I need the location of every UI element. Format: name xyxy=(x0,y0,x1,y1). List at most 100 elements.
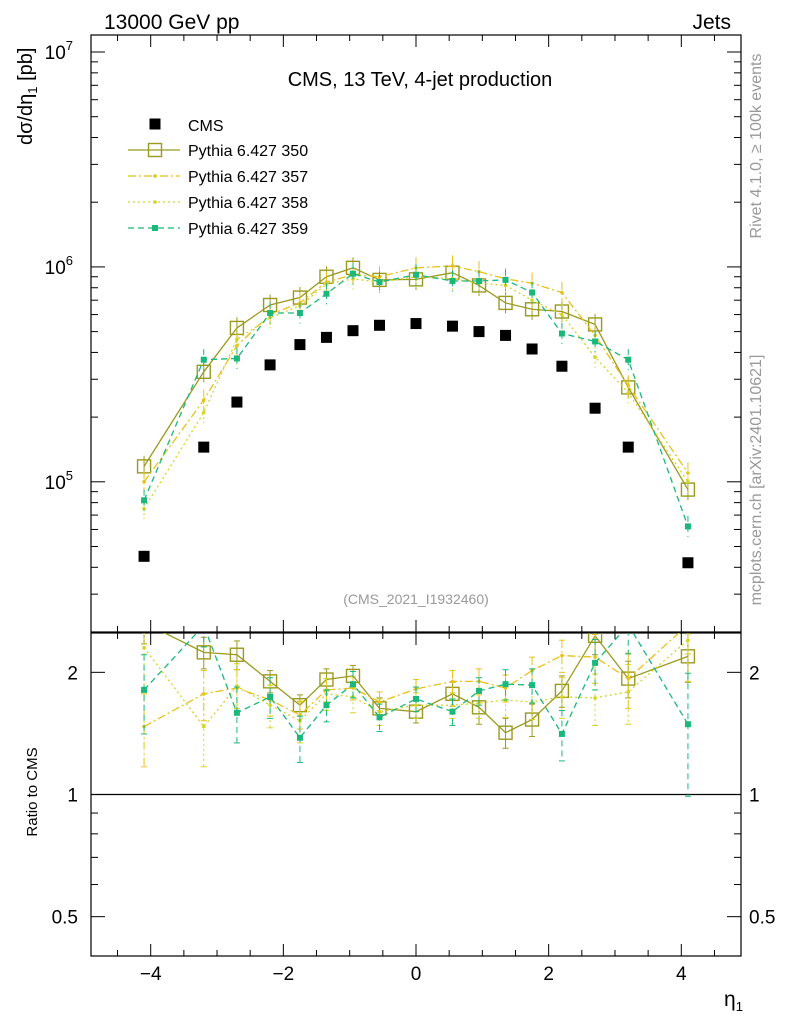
series-point xyxy=(560,290,564,295)
ratio-tick-label-right: 0.5 xyxy=(749,908,775,929)
x-tick-label: 0 xyxy=(411,964,422,985)
series-point xyxy=(686,479,690,484)
chart-title: CMS, 13 TeV, 4-jet production xyxy=(288,69,553,91)
ratio-point xyxy=(686,623,690,627)
series-point xyxy=(201,410,206,415)
legend-label-cms: CMS xyxy=(188,118,224,135)
analysis-tag: (CMS_2021_I1932460) xyxy=(343,591,489,607)
ratio-tick-label: 0.5 xyxy=(52,908,78,929)
ratio-tick-label: 1 xyxy=(67,786,78,807)
ratio-point xyxy=(413,695,419,702)
series-point xyxy=(503,283,508,288)
ratio-point xyxy=(502,681,509,688)
legend-marker xyxy=(153,174,157,178)
series-point xyxy=(142,479,146,484)
cms-data-point xyxy=(526,343,538,355)
ratio-point xyxy=(593,655,597,659)
series-point xyxy=(476,277,483,284)
ratio-series-line xyxy=(143,633,689,739)
ratio-point xyxy=(323,702,330,709)
ratio-point xyxy=(196,645,211,660)
series-line xyxy=(143,272,689,527)
ratio-series-line xyxy=(143,633,680,728)
ratio-point xyxy=(450,679,455,684)
series-point xyxy=(142,506,146,511)
ratio-point xyxy=(560,695,564,699)
series-point xyxy=(200,356,207,363)
ratio-point xyxy=(449,708,456,715)
series-point xyxy=(530,298,534,302)
header-right-label: Jets xyxy=(692,11,731,34)
legend: CMS Pythia 6.427 350 Pythia 6.427 357 Pythi… xyxy=(128,118,308,238)
ratio-point xyxy=(296,734,303,741)
legend-label: Pythia 6.427 357 xyxy=(188,169,308,186)
cms-data-point xyxy=(198,441,210,453)
ratio-point xyxy=(141,686,148,693)
legend-marker-cms xyxy=(149,118,161,130)
cms-data-point xyxy=(682,557,694,569)
series-point xyxy=(626,390,631,395)
ratio-point xyxy=(626,690,631,694)
ratio-tick-label-right: 1 xyxy=(749,786,760,807)
ratio-point xyxy=(201,622,207,628)
ratio-point xyxy=(233,709,240,716)
series-point xyxy=(413,271,419,278)
ratio-point xyxy=(593,696,597,700)
x-tick-label: 4 xyxy=(676,964,687,985)
source-label: mcplots.cern.ch [arXiv:2401.10621] xyxy=(748,355,765,606)
series-point xyxy=(449,277,456,284)
ratio-point xyxy=(450,703,455,707)
ratio-point xyxy=(376,714,383,721)
cms-data-point xyxy=(446,320,458,332)
ratio-point xyxy=(498,725,513,740)
ratio-y-axis-label: Ratio to CMS xyxy=(24,747,41,836)
ratio-point xyxy=(626,676,631,681)
ratio-point xyxy=(592,659,599,666)
legend-marker xyxy=(153,200,157,204)
series-point xyxy=(625,356,632,363)
x-axis-label: η1 xyxy=(724,988,743,1014)
ratio-point xyxy=(268,703,272,707)
ratio-point xyxy=(142,645,146,650)
header-left-label: 13000 GeV pp xyxy=(104,11,239,34)
cms-data-point xyxy=(622,441,634,453)
series-line xyxy=(143,276,689,509)
series-point xyxy=(498,295,513,311)
ratio-point xyxy=(229,647,245,662)
ratio-plot-area xyxy=(138,616,696,797)
series-line xyxy=(143,267,689,490)
cms-data-point xyxy=(410,318,422,330)
axis-ticks: −4 −2 0 2 4 105 106 107 0.5 0.5 1 1 2 2 xyxy=(45,35,775,985)
ratio-tick-label-right: 2 xyxy=(749,663,760,684)
ratio-point xyxy=(625,622,631,628)
ratio-point xyxy=(686,638,690,642)
ratio-point xyxy=(201,724,206,729)
ratio-point xyxy=(684,721,691,728)
cms-data-point xyxy=(264,359,276,371)
cms-data-point xyxy=(374,319,386,331)
series-point xyxy=(196,364,211,379)
series-point xyxy=(267,310,274,317)
ratio-tick-label: 2 xyxy=(67,663,78,684)
legend-marker xyxy=(152,225,158,231)
ratio-point xyxy=(349,681,356,688)
rivet-version-label: Rivet 4.1.0, ≥ 100k events xyxy=(748,54,765,239)
ratio-point xyxy=(138,616,151,629)
y-tick-label: 105 xyxy=(45,468,73,494)
cms-data-point xyxy=(556,360,568,372)
series-point xyxy=(376,279,383,286)
legend-marker xyxy=(147,142,163,158)
legend-label: Pythia 6.427 359 xyxy=(188,221,308,238)
x-tick-label: 2 xyxy=(543,964,554,985)
series-point xyxy=(502,276,509,283)
y-tick-label: 106 xyxy=(45,253,73,279)
series-point xyxy=(296,310,303,317)
legend-label: Pythia 6.427 350 xyxy=(188,143,308,160)
y-tick-label: 107 xyxy=(45,38,73,64)
series-point xyxy=(235,337,239,342)
series-point xyxy=(560,312,564,317)
ratio-point xyxy=(377,700,382,704)
series-point xyxy=(593,355,597,360)
series-point xyxy=(349,270,356,277)
